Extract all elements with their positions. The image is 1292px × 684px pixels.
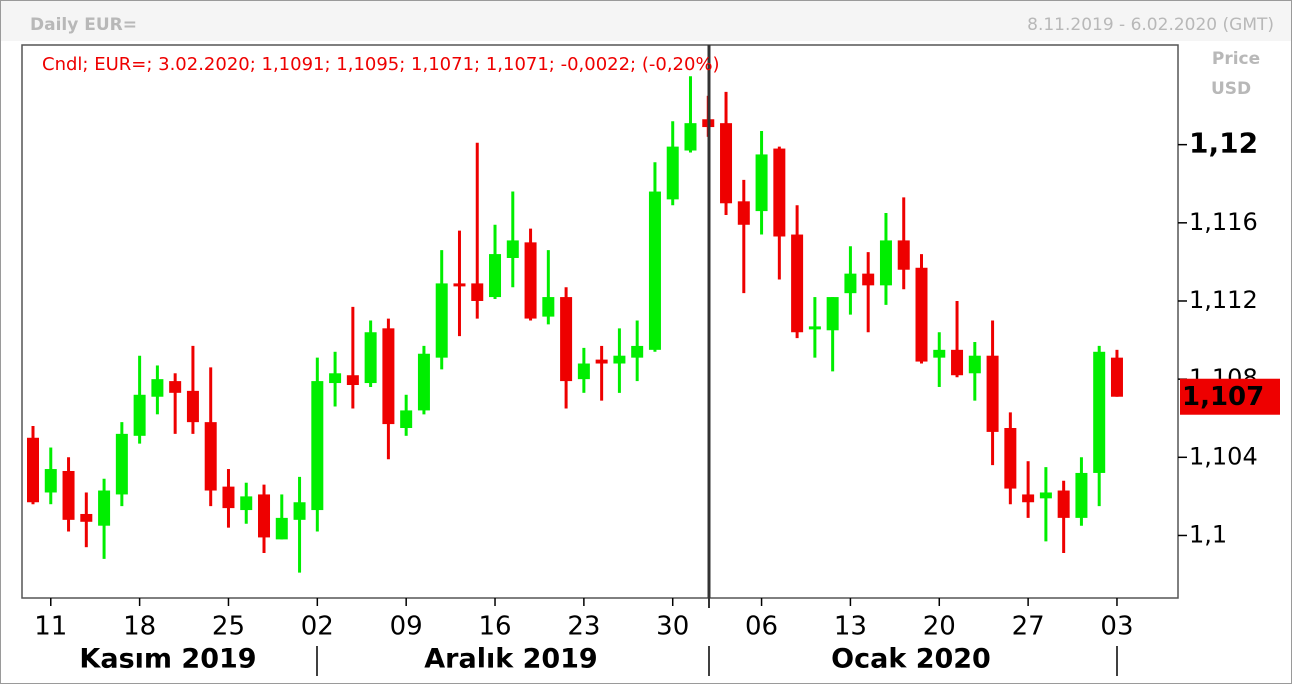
y-axis-unit: USD — [1211, 79, 1251, 99]
x-tick-label: 27 — [1012, 612, 1045, 642]
candle-body — [489, 254, 502, 298]
candle-body — [595, 359, 608, 364]
candle-body — [933, 349, 946, 358]
candle-body — [915, 267, 928, 362]
candle-body — [720, 123, 733, 204]
candle-body — [275, 517, 288, 540]
candle-body — [364, 332, 377, 384]
x-tick-label: 11 — [34, 612, 67, 642]
candle-body — [44, 469, 57, 493]
candle-body — [560, 297, 573, 382]
month-label: Aralık 2019 — [424, 644, 597, 675]
candle-body — [844, 273, 857, 294]
candle-body — [1039, 492, 1052, 499]
candle-body — [1057, 490, 1070, 518]
candle-body — [329, 373, 342, 384]
candle-body — [169, 381, 182, 393]
candle-body — [293, 502, 306, 520]
candle-body — [755, 154, 768, 212]
candle-body — [240, 496, 253, 511]
last-price-tag — [1180, 378, 1280, 415]
candle-body — [346, 375, 359, 386]
candle-body — [826, 297, 839, 331]
candle-body — [648, 191, 661, 350]
y-axis-label: Price — [1212, 49, 1260, 69]
x-tick-label: 09 — [390, 612, 423, 642]
candle-body — [311, 381, 324, 511]
candles — [27, 76, 1123, 573]
candle-body — [631, 345, 644, 358]
candle-body — [400, 410, 413, 428]
x-tick-label: 30 — [656, 612, 689, 642]
candle-body — [577, 363, 590, 380]
candle-body — [951, 349, 964, 376]
candle-body — [222, 486, 235, 509]
x-tick-label: 25 — [212, 612, 245, 642]
crosshair-annotation: Cndl; EUR=; 3.02.2020; 1,1091; 1,1095; 1… — [42, 54, 720, 75]
x-tick-label: 23 — [567, 612, 600, 642]
candle-body — [773, 148, 786, 237]
candle-body — [204, 422, 217, 491]
candle-body — [1093, 351, 1106, 473]
candle-body — [506, 240, 519, 258]
x-tick-label: 02 — [301, 612, 334, 642]
candle-body — [98, 490, 111, 526]
last-price-label: 1,107 — [1182, 382, 1264, 412]
candle-body — [897, 240, 910, 270]
candle-body — [1004, 427, 1017, 489]
candle-body — [453, 283, 466, 287]
candle-body — [186, 390, 199, 423]
candle-body — [258, 494, 271, 538]
candle-body — [1022, 494, 1035, 503]
candle-body — [115, 433, 128, 495]
candle-body — [435, 283, 448, 358]
candle-body — [382, 328, 395, 425]
candle-body — [684, 123, 697, 151]
candle-body — [1110, 357, 1123, 397]
candle-body — [417, 353, 430, 411]
y-tick-label: 1,116 — [1189, 208, 1258, 236]
candle-body — [27, 437, 39, 503]
chart-title: Daily EUR= — [30, 15, 137, 35]
candle-body — [986, 355, 999, 432]
x-tick-label: 18 — [123, 612, 156, 642]
header-bar — [1, 1, 1291, 41]
y-tick-label: 1,104 — [1189, 442, 1258, 470]
candle-body — [62, 470, 75, 520]
y-tick-label: 1,1 — [1189, 520, 1227, 548]
candle-body — [133, 394, 146, 436]
y-tick-label: 1,112 — [1189, 286, 1258, 314]
candle-body — [542, 297, 555, 317]
chart-subtitle: 8.11.2019 - 6.02.2020 (GMT) — [1027, 15, 1274, 35]
candle-body — [524, 242, 537, 319]
candle-body — [968, 355, 981, 374]
x-tick-label: 20 — [923, 612, 956, 642]
x-tick-label: 16 — [478, 612, 511, 642]
month-label: Ocak 2020 — [831, 644, 991, 675]
month-label: Kasım 2019 — [79, 644, 256, 675]
candle-body — [613, 355, 626, 364]
candle-body — [151, 379, 164, 397]
candle-body — [879, 240, 892, 286]
candle-body — [80, 513, 93, 522]
candle-body — [808, 326, 821, 330]
candle-body — [666, 146, 679, 200]
candle-body — [862, 273, 875, 286]
x-tick-label: 13 — [834, 612, 867, 642]
candle-body — [1075, 472, 1088, 518]
candle-body — [471, 283, 484, 301]
candle-body — [791, 234, 804, 333]
x-tick-label: 06 — [745, 612, 778, 642]
y-tick-label: 1,12 — [1189, 127, 1258, 160]
plot-area — [21, 44, 1179, 599]
x-tick-label: 03 — [1100, 612, 1133, 642]
candle-body — [737, 201, 750, 225]
